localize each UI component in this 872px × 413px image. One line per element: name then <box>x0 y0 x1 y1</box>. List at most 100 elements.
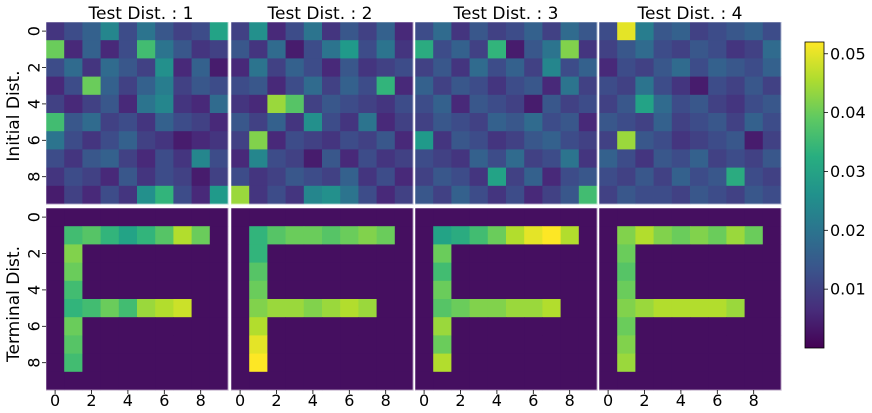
heatmap-cell <box>285 167 305 187</box>
heatmap-cell <box>653 353 673 373</box>
heatmap-cell <box>578 149 598 168</box>
heatmap-cell <box>560 149 580 168</box>
heatmap-cell <box>358 335 377 354</box>
heatmap-cell <box>726 335 745 354</box>
heatmap-cell <box>173 149 192 168</box>
heatmap-cell <box>542 317 561 336</box>
heatmap-cell <box>635 335 654 354</box>
heatmap-cell <box>46 244 65 263</box>
heatmap-cell <box>64 40 83 59</box>
heatmap-cell <box>322 40 341 59</box>
heatmap-cell <box>690 22 709 41</box>
heatmap-cell <box>762 317 782 336</box>
x-tick-label: 8 <box>196 391 206 410</box>
heatmap-cell <box>303 371 323 391</box>
heatmap-cell <box>340 280 359 300</box>
heatmap-cell <box>303 149 323 168</box>
heatmap-cell <box>415 353 434 373</box>
heatmap-cell <box>231 76 250 96</box>
heatmap-cell <box>690 299 709 318</box>
heatmap-cell <box>100 353 120 373</box>
heatmap-cell <box>506 208 525 227</box>
heatmap-cell <box>340 58 359 77</box>
heatmap-cell <box>376 76 396 96</box>
heatmap-cell <box>209 353 229 373</box>
heatmap-cell <box>451 185 470 205</box>
heatmap-cell <box>690 149 709 168</box>
terminal-heatmap-4 <box>598 207 782 391</box>
heatmap-cell <box>415 244 434 263</box>
heatmap-cell <box>137 185 156 205</box>
heatmap-cell <box>617 262 636 282</box>
heatmap-cell <box>173 317 192 336</box>
heatmap-cell <box>506 371 525 391</box>
heatmap-cell <box>100 185 120 205</box>
colorbar-tick-label: 0.04 <box>830 103 866 122</box>
heatmap-cell <box>506 185 525 205</box>
heatmap-cell <box>744 208 764 227</box>
heatmap-cell <box>708 280 727 300</box>
heatmap-cell <box>560 244 580 263</box>
heatmap-cell <box>64 94 83 114</box>
heatmap-cell <box>599 299 618 318</box>
heatmap-cell <box>542 76 561 96</box>
heatmap-cell <box>578 131 598 150</box>
heatmap-cell <box>487 280 507 300</box>
heatmap-cell <box>635 185 654 205</box>
heatmap-cell <box>100 299 120 318</box>
heatmap-cell <box>376 22 396 41</box>
heatmap-cell <box>231 262 250 282</box>
heatmap-cell <box>635 208 654 227</box>
heatmap-cell <box>617 317 636 336</box>
heatmap-cell <box>671 280 691 300</box>
heatmap-cell <box>46 208 65 227</box>
heatmap-cell <box>82 94 101 114</box>
heatmap-cell <box>303 353 323 373</box>
heatmap-cell <box>46 94 65 114</box>
heatmap-cell <box>635 76 654 96</box>
heatmap-cell <box>506 317 525 336</box>
colorbar-tick-label: 0.03 <box>830 162 866 181</box>
heatmap-cell <box>303 262 323 282</box>
heatmap-cell <box>191 353 211 373</box>
heatmap-cell <box>322 167 341 187</box>
heatmap-cell <box>137 40 156 59</box>
heatmap-cell <box>209 226 229 245</box>
heatmap-cell <box>635 226 654 245</box>
heatmap-cell <box>322 131 341 150</box>
heatmap-cell <box>451 280 470 300</box>
heatmap-cell <box>376 149 396 168</box>
heatmap-cell <box>376 113 396 132</box>
heatmap-cell <box>560 113 580 132</box>
heatmap-cell <box>524 94 543 114</box>
heatmap-cell <box>744 371 764 391</box>
heatmap-cell <box>451 94 470 114</box>
heatmap-cell <box>376 299 396 318</box>
heatmap-cell <box>762 262 782 282</box>
heatmap-cell <box>415 22 434 41</box>
heatmap-cell <box>340 40 359 59</box>
heatmap-cell <box>231 335 250 354</box>
heatmap-cell <box>191 76 211 96</box>
x-tick-label: 4 <box>492 391 502 410</box>
heatmap-cell <box>191 167 211 187</box>
heatmap-cell <box>653 40 673 59</box>
x-tick-label: 2 <box>455 391 465 410</box>
heatmap-cell <box>64 113 83 132</box>
heatmap-cell <box>578 58 598 77</box>
heatmap-cell <box>64 244 83 263</box>
terminal-heatmap-3 <box>414 207 598 391</box>
heatmap-cell <box>599 317 618 336</box>
heatmap-cell <box>285 131 305 150</box>
heatmap-cell <box>487 262 507 282</box>
heatmap-cell <box>303 208 323 227</box>
heatmap-cell <box>394 94 414 114</box>
heatmap-cell <box>267 262 286 282</box>
heatmap-cell <box>231 280 250 300</box>
heatmap-cell <box>64 58 83 77</box>
heatmap-cell <box>231 167 250 187</box>
heatmap-cell <box>267 208 286 227</box>
heatmap-cell <box>560 262 580 282</box>
heatmap-cell <box>249 371 268 391</box>
heatmap-cell <box>653 58 673 77</box>
